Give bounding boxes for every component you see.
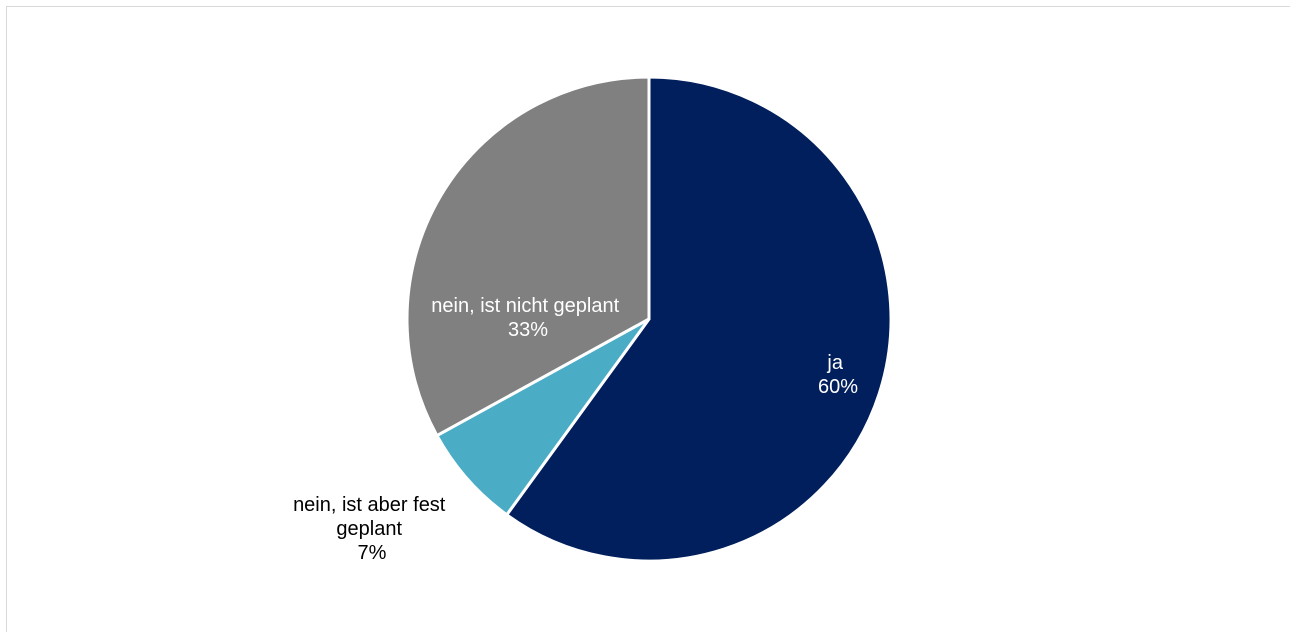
pie-slice-2: [405, 75, 651, 438]
label-nein-nicht-geplant-percent: 33%: [508, 319, 548, 341]
label-nein-fest-geplant-line1: nein, ist aber fest: [293, 494, 446, 516]
label-nein-fest-geplant-line2: geplant: [336, 518, 402, 540]
pie-slices: [405, 75, 893, 563]
label-ja-name: ja: [826, 352, 843, 374]
label-nein-fest-geplant: nein, ist aber fest geplant 7%: [293, 494, 451, 564]
pie-slice-0: [505, 75, 893, 563]
label-nein-nicht-geplant: nein, ist nicht geplant 33%: [431, 295, 624, 341]
label-ja: ja 60%: [818, 352, 858, 398]
pie-slice-1: [435, 317, 651, 517]
label-nein-fest-geplant-percent: 7%: [358, 542, 387, 564]
label-nein-nicht-geplant-name: nein, ist nicht geplant: [431, 295, 619, 317]
label-ja-percent: 60%: [818, 376, 858, 398]
